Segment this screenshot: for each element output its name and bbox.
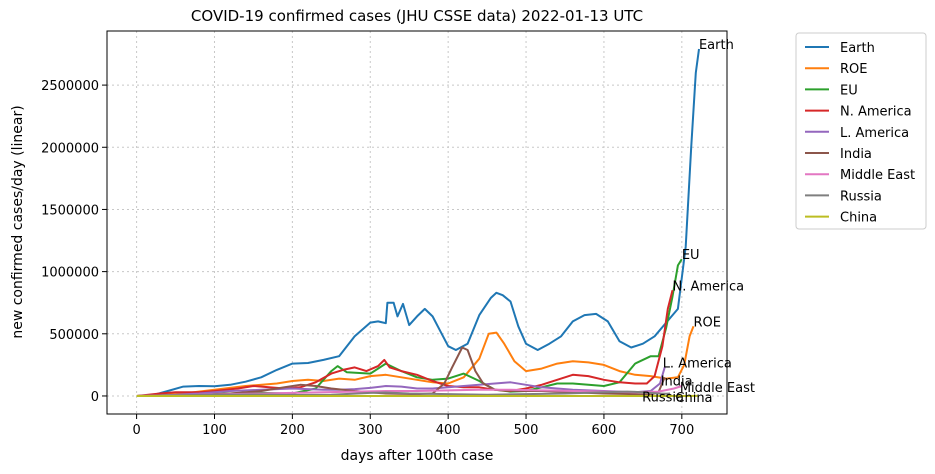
y-tick-label: 2500000 [41, 79, 99, 94]
end-label-china: China [675, 391, 712, 406]
legend: Earth ROE EU N. America L. America India Middl… [795, 32, 927, 230]
legend-box [795, 32, 927, 230]
y-tick-label: 1500000 [41, 203, 99, 218]
y-tick-label: 1000000 [41, 266, 99, 281]
y-tick-label: 2000000 [41, 141, 99, 156]
y-tick-label: 500000 [49, 328, 99, 343]
legend-label: China [840, 211, 877, 226]
end-labels: Earth ROE EU N. America L. America IndiaMiddl… [642, 38, 755, 406]
end-label-l-america: L. America [663, 356, 732, 371]
end-label-n-america: N. America [672, 279, 744, 294]
series-line-earth [136, 48, 700, 397]
legend-label: Middle East [840, 168, 915, 183]
legend-label: Earth [840, 41, 875, 56]
end-label-eu: EU [682, 248, 700, 263]
end-label-roe: ROE [694, 315, 721, 330]
legend-label: Russia [840, 189, 882, 204]
legend-label: EU [840, 83, 858, 98]
series-layer [136, 48, 700, 397]
x-tick-label: 300 [358, 423, 383, 438]
x-tick-label: 100 [202, 423, 227, 438]
x-axis-label: days after 100th case [341, 448, 494, 464]
legend-label: N. America [840, 105, 912, 120]
series-line-russia [136, 390, 671, 397]
end-label-india: India [661, 374, 693, 389]
y-axis-ticks: 0 500000 1000000 1500000 2000000 2500000 [41, 79, 107, 405]
chart-title: COVID-19 confirmed cases (JHU CSSE data)… [191, 7, 643, 25]
plot-frame [106, 30, 728, 415]
x-axis-ticks: 0 100 200 300 400 500 600 700 [132, 414, 694, 438]
x-tick-label: 0 [132, 423, 140, 438]
x-tick-label: 400 [436, 423, 461, 438]
x-tick-label: 700 [669, 423, 694, 438]
x-tick-label: 200 [280, 423, 305, 438]
end-label-earth: Earth [699, 38, 734, 53]
legend-label: L. America [840, 126, 909, 141]
y-tick-label: 0 [91, 390, 99, 405]
series-line-roe [136, 325, 695, 397]
x-tick-label: 600 [592, 423, 617, 438]
end-label-middle-east: Middle East [680, 381, 755, 396]
series-line-eu [136, 258, 683, 397]
grid-lines [107, 31, 727, 414]
series-line-n-america [136, 290, 674, 397]
legend-label: India [840, 147, 872, 162]
end-label-russia: Russia [642, 390, 684, 405]
y-axis-label: new confirmed cases/day (linear) [10, 105, 26, 338]
legend-label: ROE [840, 62, 867, 77]
x-tick-label: 500 [514, 423, 539, 438]
